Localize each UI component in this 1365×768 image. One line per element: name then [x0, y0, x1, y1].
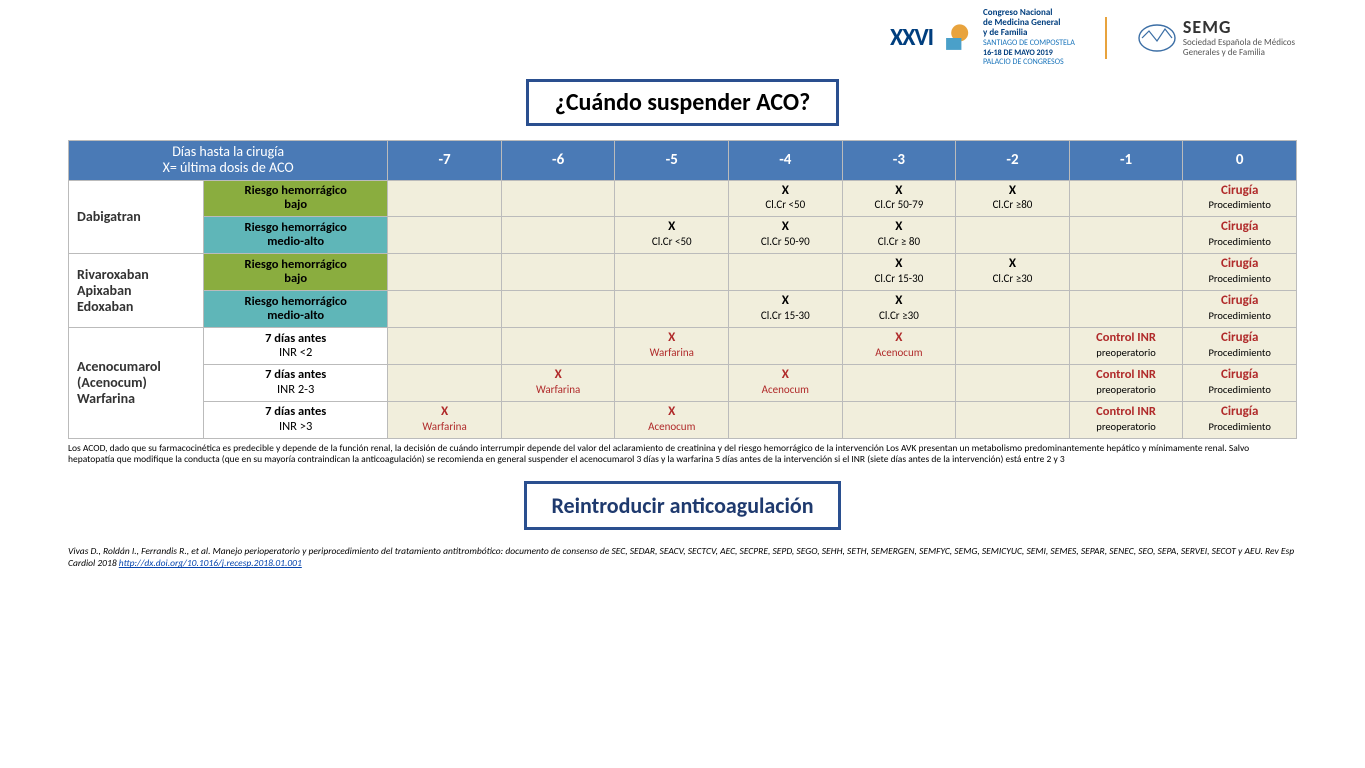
table-row: 7 días antesINR >3 XWarfarina XAcenocum …: [69, 401, 1297, 438]
congress-text: Congreso Nacional de Medicina General y …: [983, 8, 1075, 67]
citation-link[interactable]: http://dx.doi.org/10.1016/j.recesp.2018.…: [119, 557, 302, 569]
drug-avk-group: Acenocumarol (Acenocum) Warfarina: [69, 328, 204, 439]
sun-icon: [941, 21, 975, 55]
semg-logo: SEMG Sociedad Española de Médicos Genera…: [1137, 18, 1295, 58]
cell: XCl.Cr ≥ 80: [842, 217, 956, 254]
page-title: ¿Cuándo suspender ACO?: [526, 79, 840, 126]
header-left: Días hasta la cirugía X= última dosis de…: [69, 141, 388, 180]
day-header: -6: [501, 141, 615, 180]
cell: XAcenocum: [729, 364, 843, 401]
day-header: 0: [1183, 141, 1297, 180]
cell: XCl.Cr 50-90: [729, 217, 843, 254]
cirugia-cell: CirugíaProcedimiento: [1183, 364, 1297, 401]
cirugia-cell: CirugíaProcedimiento: [1183, 401, 1297, 438]
drug-dabigatran: Dabigatran: [69, 180, 204, 254]
cell: XCl.Cr ≥80: [956, 180, 1070, 217]
cell: XCl.Cr 15-30: [842, 254, 956, 291]
divider: [1105, 17, 1107, 59]
cell: XWarfarina: [501, 364, 615, 401]
cirugia-cell: CirugíaProcedimiento: [1183, 217, 1297, 254]
header-logos: XXVI Congreso Nacional de Medicina Gener…: [0, 0, 1365, 73]
cell: XCl.Cr 50-79: [842, 180, 956, 217]
risk-high: Riesgo hemorrágicomedio-alto: [204, 217, 388, 254]
inr-lt2: 7 días antesINR <2: [204, 328, 388, 365]
cell: XCl.Cr ≥30: [842, 291, 956, 328]
roman-numeral: XXVI: [890, 23, 933, 52]
control-inr-cell: Control INRpreoperatorio: [1069, 401, 1183, 438]
risk-high: Riesgo hemorrágicomedio-alto: [204, 291, 388, 328]
day-header: -1: [1069, 141, 1183, 180]
cirugia-cell: CirugíaProcedimiento: [1183, 328, 1297, 365]
table-row: Riesgo hemorrágicomedio-alto XCl.Cr 15-3…: [69, 291, 1297, 328]
cell: XWarfarina: [388, 401, 502, 438]
table-row: 7 días antesINR 2-3 XWarfarina XAcenocum…: [69, 364, 1297, 401]
cell: XCl.Cr <50: [729, 180, 843, 217]
cell: XWarfarina: [615, 328, 729, 365]
table-row: Riesgo hemorrágicomedio-alto XCl.Cr <50 …: [69, 217, 1297, 254]
drug-rivaroxaban-group: Rivaroxaban Apixaban Edoxaban: [69, 254, 204, 328]
table-header-row: Días hasta la cirugía X= última dosis de…: [69, 141, 1297, 180]
cell: XAcenocum: [615, 401, 729, 438]
reintroducir-box: Reintroducir anticoagulación: [524, 481, 840, 530]
inr-gt3: 7 días antesINR >3: [204, 401, 388, 438]
risk-low: Riesgo hemorrágicobajo: [204, 254, 388, 291]
inr-2-3: 7 días antesINR 2-3: [204, 364, 388, 401]
control-inr-cell: Control INRpreoperatorio: [1069, 364, 1183, 401]
day-header: -3: [842, 141, 956, 180]
cell: XCl.Cr <50: [615, 217, 729, 254]
semg-icon: [1137, 23, 1177, 53]
day-header: -2: [956, 141, 1070, 180]
aco-table: Días hasta la cirugía X= última dosis de…: [68, 140, 1297, 438]
cell: XCl.Cr ≥30: [956, 254, 1070, 291]
day-header: -4: [729, 141, 843, 180]
cirugia-cell: CirugíaProcedimiento: [1183, 180, 1297, 217]
citation: Vivas D., Roldán I., Ferrandis R., et al…: [68, 546, 1297, 570]
day-header: -5: [615, 141, 729, 180]
risk-low: Riesgo hemorrágicobajo: [204, 180, 388, 217]
table-row: Rivaroxaban Apixaban Edoxaban Riesgo hem…: [69, 254, 1297, 291]
footnote-text: Los ACOD, dado que su farmacocinética es…: [68, 443, 1297, 466]
cirugia-cell: CirugíaProcedimiento: [1183, 254, 1297, 291]
table-row: Dabigatran Riesgo hemorrágicobajo XCl.Cr…: [69, 180, 1297, 217]
control-inr-cell: Control INRpreoperatorio: [1069, 328, 1183, 365]
cell: XCl.Cr 15-30: [729, 291, 843, 328]
table-row: Acenocumarol (Acenocum) Warfarina 7 días…: [69, 328, 1297, 365]
cirugia-cell: CirugíaProcedimiento: [1183, 291, 1297, 328]
congress-logo: XXVI Congreso Nacional de Medicina Gener…: [890, 8, 1075, 67]
day-header: -7: [388, 141, 502, 180]
cell: XAcenocum: [842, 328, 956, 365]
